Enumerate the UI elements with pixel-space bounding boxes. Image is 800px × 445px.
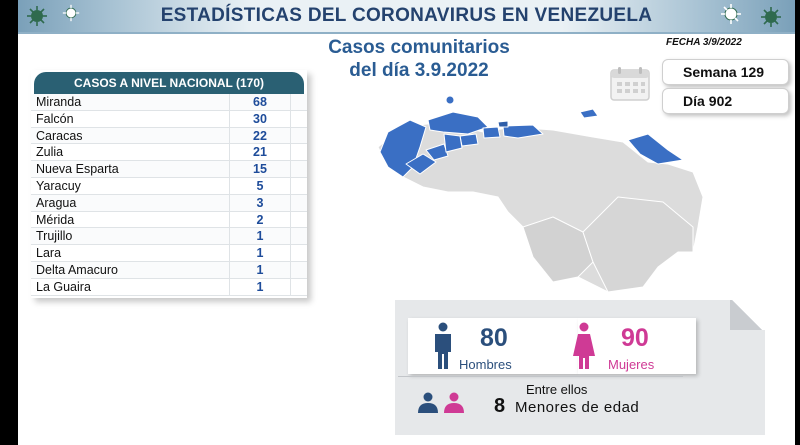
case-count: 30 — [229, 110, 291, 128]
table-row: Nueva Esparta 15 — [31, 161, 307, 178]
header-banner: ESTADÍSTICAS DEL CORONAVIRUS EN VENEZUEL… — [18, 0, 795, 32]
case-count: 5 — [229, 177, 291, 195]
date-label: FECHA 3/9/2022 — [666, 37, 742, 48]
subtitle-line-1: Casos comunitarios — [328, 37, 510, 58]
day-badge: Día 902 — [662, 88, 789, 114]
state-name: Mérida — [36, 212, 75, 227]
state-name: Falcón — [36, 111, 74, 126]
men-count: 80 — [480, 324, 508, 352]
minors-intro: Entre ellos — [526, 382, 588, 397]
case-count: 3 — [229, 194, 291, 212]
minors-label: Menores de edad — [515, 399, 640, 416]
table-row: Caracas 22 — [31, 127, 307, 145]
divider — [398, 376, 683, 377]
man-icon — [435, 322, 451, 369]
right-border — [795, 0, 800, 445]
venezuela-map — [377, 95, 704, 293]
state-name: Caracas — [36, 128, 83, 143]
map-region-caracas — [497, 120, 509, 128]
people-pair-icon — [418, 392, 464, 413]
table-row: Yaracuy 5 — [31, 177, 307, 195]
day-label: Día — [683, 93, 705, 109]
table-row: La Guaira 1 — [31, 278, 307, 296]
men-label: Hombres — [459, 357, 512, 372]
week-value: 129 — [740, 64, 765, 80]
state-name: La Guaira — [36, 279, 91, 294]
case-count: 2 — [229, 211, 291, 229]
header-divider — [18, 32, 795, 34]
state-name: Zulia — [36, 145, 64, 160]
coronavirus-icon — [62, 4, 80, 22]
coronavirus-icon — [721, 4, 741, 24]
map-region-miranda — [502, 124, 544, 139]
case-count: 68 — [229, 94, 291, 111]
map-region-bolivar — [582, 196, 694, 293]
map-region-islet — [445, 95, 455, 105]
woman-icon — [573, 322, 595, 369]
case-count: 1 — [229, 245, 291, 262]
coronavirus-icon — [27, 6, 47, 26]
case-count: 1 — [229, 261, 291, 279]
subtitle-line-2: del día 3.9.2022 — [349, 60, 489, 81]
map-region-trujillo — [425, 143, 449, 161]
map-region-falcon — [427, 111, 489, 135]
state-name: Nueva Esparta — [36, 162, 119, 177]
state-name: Delta Amacuro — [36, 262, 118, 277]
table-row: Delta Amacuro 1 — [31, 261, 307, 279]
case-count: 21 — [229, 144, 291, 162]
women-card — [578, 318, 696, 374]
table-header: CASOS A NIVEL NACIONAL (170) — [34, 72, 304, 94]
table-row: Miranda 68 — [31, 94, 307, 111]
table-rows: Miranda 68 Falcón 30 Caracas 22 Zulia 21 Nue… — [31, 94, 307, 296]
table-row: Falcón 30 — [31, 110, 307, 128]
table-row: Aragua 3 — [31, 194, 307, 212]
coronavirus-icon — [761, 7, 781, 27]
case-count: 1 — [229, 228, 291, 246]
minors-count: 8 — [494, 395, 506, 417]
women-count: 90 — [621, 324, 649, 352]
table-row: Lara 1 — [31, 245, 307, 262]
left-border — [0, 0, 18, 445]
week-badge: Semana 129 — [662, 59, 789, 85]
state-name: Yaracuy — [36, 178, 81, 193]
infographic: ESTADÍSTICAS DEL CORONAVIRUS EN VENEZUEL… — [18, 0, 795, 445]
map-region-merida — [405, 153, 437, 175]
table-row: Trujillo 1 — [31, 228, 307, 246]
subtitle: Casos comunitarios del día 3.9.2022 — [304, 36, 534, 82]
map-region-lara — [443, 133, 463, 153]
day-value: 902 — [708, 93, 733, 109]
state-name: Miranda — [36, 95, 82, 109]
map-region-aragua — [482, 126, 501, 139]
table-row: Zulia 21 — [31, 144, 307, 162]
women-label: Mujeres — [608, 357, 655, 372]
cases-table: CASOS A NIVEL NACIONAL (170) Miranda 68 F… — [31, 70, 307, 298]
page-title: ESTADÍSTICAS DEL CORONAVIRUS EN VENEZUEL… — [160, 5, 653, 26]
panel-corner-fold — [730, 300, 765, 330]
case-count: 15 — [229, 161, 291, 178]
map-region-amazonas — [522, 216, 594, 283]
state-name: Trujillo — [36, 229, 73, 244]
week-label: Semana — [683, 64, 737, 80]
calendar-icon — [610, 67, 650, 101]
state-name: Lara — [36, 246, 62, 261]
map-region-nueva-esparta — [579, 108, 599, 119]
state-name: Aragua — [36, 195, 77, 210]
map-region-delta-amacuro — [627, 133, 684, 165]
case-count: 22 — [229, 127, 291, 145]
case-count: 1 — [229, 278, 291, 296]
table-row: Mérida 2 — [31, 211, 307, 229]
map-region-yaracuy — [459, 133, 479, 147]
